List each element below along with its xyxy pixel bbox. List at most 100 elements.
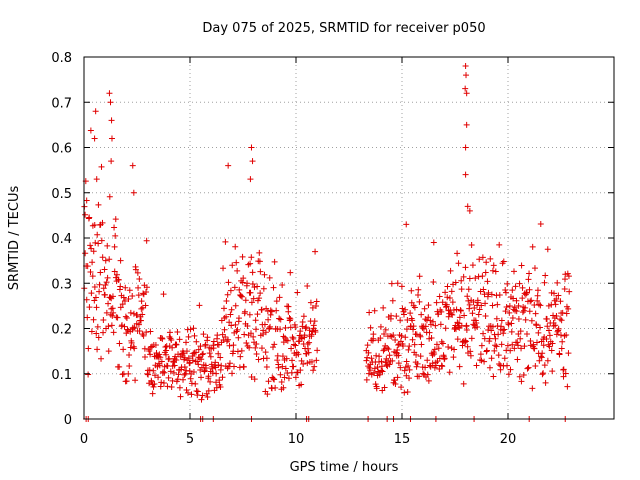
data-point: [541, 362, 548, 369]
data-point: [430, 239, 437, 246]
data-point: [94, 323, 101, 330]
data-point: [399, 305, 406, 312]
data-point: [265, 378, 272, 385]
data-point: [249, 158, 256, 165]
data-point: [205, 387, 212, 394]
data-point: [464, 203, 471, 210]
data-point: [382, 326, 389, 333]
data-point: [539, 371, 546, 378]
data-point: [185, 333, 192, 340]
data-point: [458, 277, 465, 284]
data-point: [101, 266, 108, 273]
data-point: [274, 352, 281, 359]
data-point: [92, 239, 99, 246]
data-point: [256, 249, 263, 256]
data-point: [256, 295, 263, 302]
data-point: [280, 384, 287, 391]
data-point: [129, 162, 136, 169]
data-point: [441, 355, 448, 362]
data-point: [185, 355, 192, 362]
data-point: [477, 351, 484, 358]
data-point: [511, 345, 518, 352]
data-point: [562, 370, 569, 377]
data-point: [134, 269, 141, 276]
data-point: [460, 380, 467, 387]
data-point: [215, 362, 222, 369]
data-point: [225, 336, 232, 343]
data-point: [373, 385, 380, 392]
data-point: [135, 284, 142, 291]
data-point: [559, 338, 566, 345]
data-point: [125, 370, 132, 377]
data-point: [311, 363, 318, 370]
data-point: [407, 310, 414, 317]
data-point: [531, 302, 538, 309]
x-tick-label: 20: [500, 432, 517, 447]
data-point: [116, 363, 123, 370]
y-tick-label: 0.6: [51, 142, 72, 157]
data-point: [287, 269, 294, 276]
data-point: [510, 268, 517, 275]
data-point: [192, 380, 199, 387]
data-point: [289, 357, 296, 364]
data-point: [468, 335, 475, 342]
data-point: [194, 388, 201, 395]
data-point: [512, 283, 519, 290]
data-point: [209, 370, 216, 377]
data-point: [256, 258, 263, 265]
data-point: [290, 335, 297, 342]
data-point: [521, 343, 528, 350]
data-point: [478, 302, 485, 309]
data-point: [103, 279, 110, 286]
data-point: [312, 303, 319, 310]
data-point: [457, 307, 464, 314]
data-point: [491, 347, 498, 354]
y-axis-label: SRMTID / TECUs: [7, 186, 22, 291]
data-point: [120, 294, 127, 301]
data-point: [504, 342, 511, 349]
data-point: [270, 284, 277, 291]
data-point: [495, 331, 502, 338]
data-point: [277, 326, 284, 333]
data-point: [260, 285, 267, 292]
data-point: [272, 384, 279, 391]
data-point: [534, 287, 541, 294]
data-point: [116, 340, 123, 347]
data-point: [264, 391, 271, 398]
data-point: [398, 283, 405, 290]
data-point: [425, 302, 432, 309]
data-point: [93, 330, 100, 337]
data-point: [95, 240, 102, 247]
data-point: [286, 317, 293, 324]
data-point: [449, 311, 456, 318]
data-point: [248, 299, 255, 306]
data-point: [87, 268, 94, 275]
data-point: [229, 262, 236, 269]
data-point: [445, 343, 452, 350]
data-point: [312, 248, 319, 255]
data-point: [367, 367, 374, 374]
data-point: [140, 290, 147, 297]
data-point: [542, 379, 549, 386]
data-point: [262, 349, 269, 356]
data-point: [119, 301, 126, 308]
data-point: [457, 307, 464, 314]
data-point: [139, 311, 146, 318]
data-point: [210, 345, 217, 352]
data-point: [247, 289, 254, 296]
data-point: [228, 322, 235, 329]
data-point: [147, 344, 154, 351]
data-point: [262, 329, 269, 336]
data-point: [237, 353, 244, 360]
data-point: [517, 335, 524, 342]
data-point: [533, 322, 540, 329]
data-point: [129, 292, 136, 299]
data-point: [282, 365, 289, 372]
data-point: [135, 321, 142, 328]
data-point: [199, 351, 206, 358]
data-point: [422, 323, 429, 330]
data-point: [518, 378, 525, 385]
data-point: [164, 363, 171, 370]
data-point: [276, 315, 283, 322]
data-point: [191, 332, 198, 339]
